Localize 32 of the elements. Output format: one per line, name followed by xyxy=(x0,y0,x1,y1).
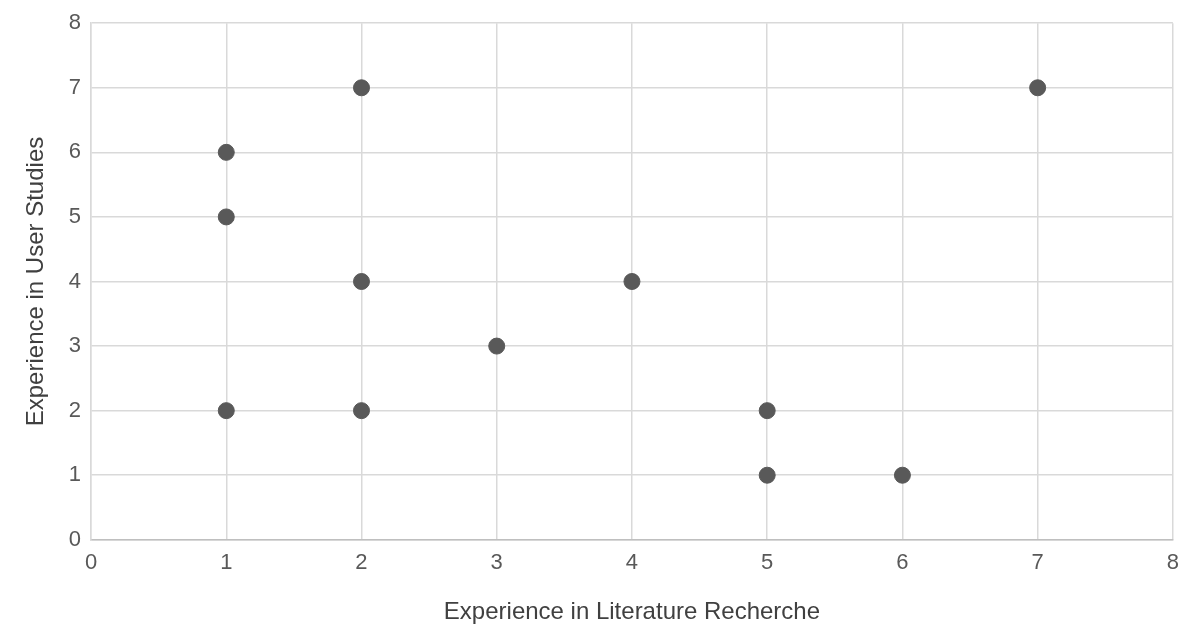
y-tick-label: 7 xyxy=(68,73,82,99)
y-tick-label: 3 xyxy=(68,332,82,358)
y-tick-label: 0 xyxy=(68,525,82,551)
point xyxy=(893,466,911,484)
point xyxy=(217,402,235,420)
x-tick-label: 3 xyxy=(490,549,503,575)
y-tick-label: 2 xyxy=(68,396,82,422)
point xyxy=(353,402,370,420)
x-tick-label: 4 xyxy=(625,549,639,575)
point xyxy=(217,208,235,226)
y-tick-label: 6 xyxy=(68,138,82,164)
x-tick-label: 8 xyxy=(1166,549,1180,575)
x-tick-label: 7 xyxy=(1031,549,1044,575)
point xyxy=(353,79,370,97)
x-tick-label: 2 xyxy=(355,549,368,575)
x-tick-label: 0 xyxy=(84,549,98,575)
y-tick-label: 1 xyxy=(68,461,82,487)
point xyxy=(488,337,506,355)
x-tick-label: 1 xyxy=(220,549,233,575)
point xyxy=(1029,79,1047,97)
y-tick-label: 8 xyxy=(68,9,82,35)
x-tick-label: 6 xyxy=(896,549,909,575)
y-axis-title: Experience in User Studies xyxy=(21,136,49,427)
point xyxy=(758,466,776,484)
x-axis-title: Experience in Literature Recherche xyxy=(443,597,821,625)
point xyxy=(217,143,235,161)
x-tick-label: 5 xyxy=(761,549,774,575)
point xyxy=(758,402,776,420)
y-tick-label: 4 xyxy=(68,267,82,293)
point xyxy=(623,273,641,290)
y-tick-label: 5 xyxy=(68,202,82,228)
point xyxy=(353,273,370,290)
